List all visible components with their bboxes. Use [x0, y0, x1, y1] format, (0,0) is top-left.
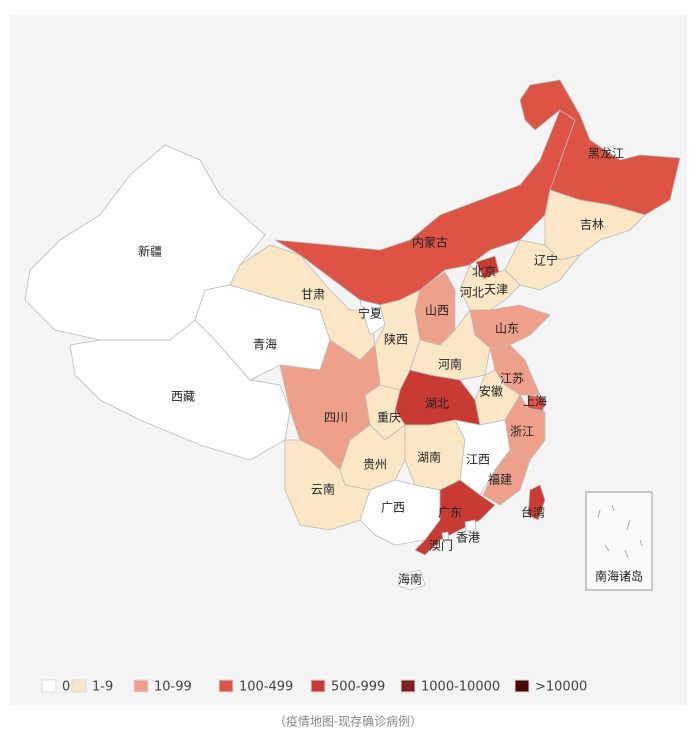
province-label: 四川 [324, 411, 348, 425]
legend-swatch [41, 679, 57, 693]
province-label: 内蒙古 [412, 235, 448, 250]
province-label: 云南 [311, 482, 335, 497]
legend-label: 100-499 [239, 680, 293, 695]
province-label: 香港 [456, 531, 480, 545]
province [519, 79, 681, 216]
province-label: 海南 [398, 572, 422, 587]
province-label: 广东 [438, 506, 462, 520]
inset-label: 南海诸岛 [595, 569, 643, 584]
legend-swatch [514, 679, 530, 693]
province-label: 黑龙江 [588, 147, 624, 161]
province-label: 陕西 [384, 332, 408, 347]
province-label: 山西 [425, 304, 449, 318]
province [359, 299, 386, 336]
province-label: 江苏 [500, 372, 524, 386]
legend-label: 1000-10000 [421, 680, 500, 695]
inset-box [585, 491, 653, 591]
province [397, 569, 426, 591]
legend-label: 10-99 [154, 680, 192, 695]
province-label: 浙江 [510, 425, 534, 439]
province-label: 新疆 [138, 244, 162, 259]
province-label: 北京 [472, 265, 496, 279]
province [482, 449, 531, 506]
province-label: 江西 [466, 453, 490, 467]
legend-swatch [400, 679, 416, 693]
province-label: 台湾 [521, 505, 545, 520]
province-label: 西藏 [171, 390, 195, 404]
province [459, 264, 521, 311]
province-label: 天津 [484, 283, 508, 297]
province-label: 河北 [460, 286, 484, 300]
legend-label: >10000 [535, 680, 587, 695]
province-label: 甘肃 [301, 288, 325, 302]
province [527, 484, 546, 521]
province-label: 广西 [381, 501, 405, 515]
province-label: 重庆 [377, 411, 401, 425]
province [464, 519, 477, 532]
province-label: 吉林 [580, 218, 604, 232]
province-label: 安徽 [479, 384, 503, 399]
province-label: 澳门 [429, 538, 453, 553]
province-label: 贵州 [363, 458, 387, 472]
province-label: 青海 [253, 337, 277, 352]
legend-swatch [71, 679, 87, 693]
province [441, 531, 450, 541]
caption: （疫情地图-现存确诊病例） [274, 714, 422, 729]
province [414, 479, 496, 556]
legend-label: 1-9 [92, 680, 113, 695]
province-label: 湖南 [417, 450, 441, 465]
province-label: 山东 [495, 322, 519, 336]
legend-swatch [133, 679, 149, 693]
province-label: 宁夏 [358, 306, 382, 321]
province [544, 189, 646, 261]
province-label: 福建 [488, 472, 512, 487]
legend-swatch [218, 679, 234, 693]
province-label: 河南 [438, 357, 462, 372]
legend-label: 500-999 [331, 680, 385, 695]
inset-islands [597, 504, 643, 559]
province-label: 湖北 [425, 396, 449, 411]
legend-swatch [310, 679, 326, 693]
province [527, 394, 546, 412]
legend-label: 0 [62, 680, 70, 695]
province-label: 辽宁 [534, 253, 558, 268]
province-label: 上海 [523, 394, 547, 409]
